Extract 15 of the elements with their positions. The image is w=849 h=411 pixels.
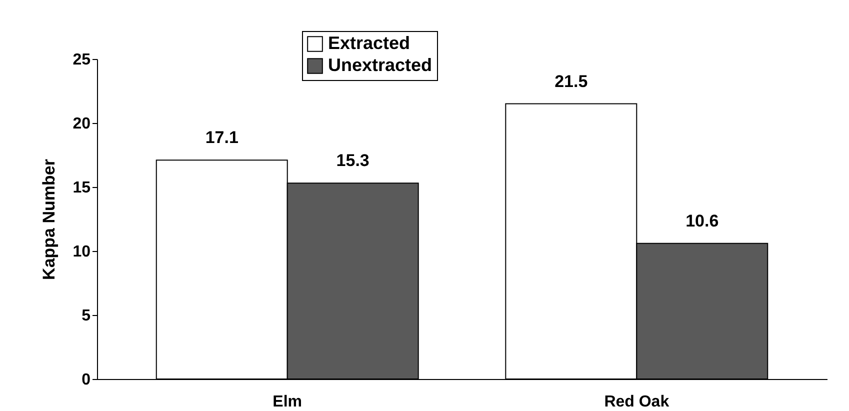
y-tick-label: 20 <box>72 116 91 132</box>
y-tick-label: 25 <box>72 52 91 68</box>
x-tick-label: Elm <box>272 394 302 410</box>
data-label: 15.3 <box>336 151 370 170</box>
x-tick-label: Red Oak <box>604 394 670 410</box>
legend-label: Unextracted <box>328 55 432 75</box>
y-tick-label: 0 <box>82 372 91 388</box>
y-axis-title: Kappa Number <box>40 158 59 280</box>
data-label: 21.5 <box>554 72 588 91</box>
data-label: 17.1 <box>205 128 238 148</box>
y-tick-label: 15 <box>72 180 91 196</box>
y-tick-label: 10 <box>72 244 91 260</box>
legend-label: Extracted <box>328 33 410 53</box>
data-label: 10.6 <box>686 211 719 230</box>
y-tick-label: 5 <box>82 308 91 324</box>
